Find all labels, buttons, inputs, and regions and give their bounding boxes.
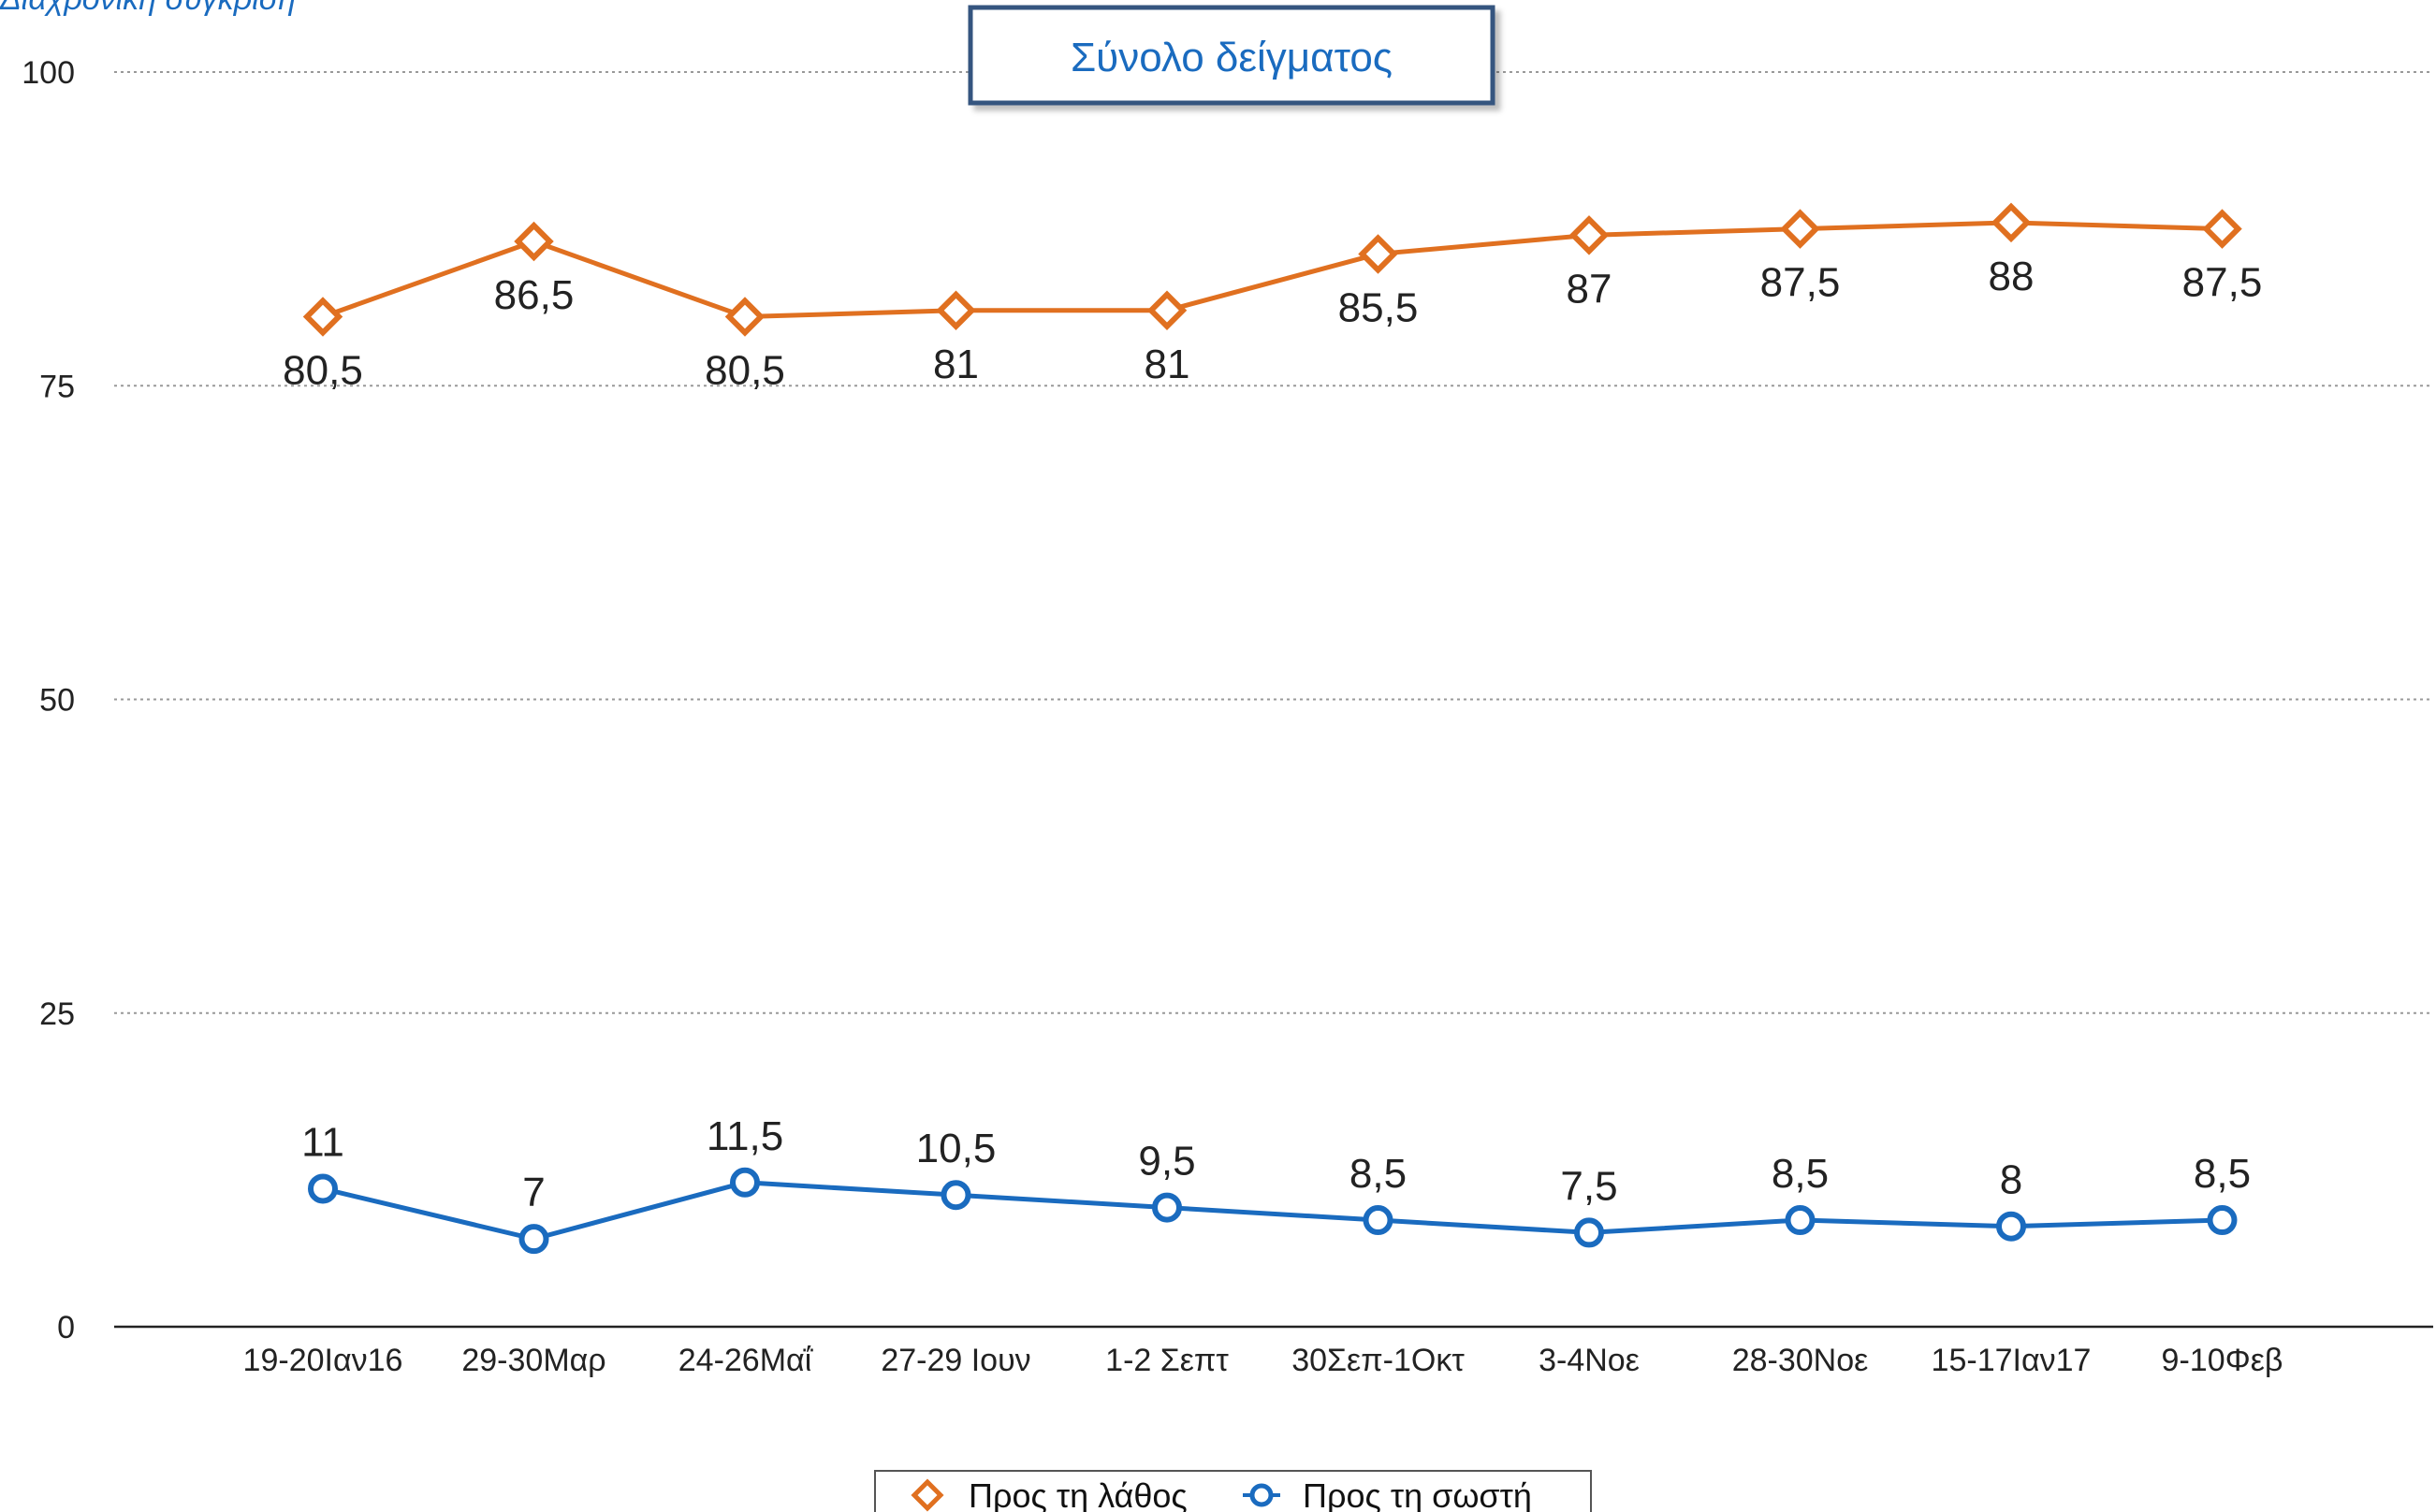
data-label: 81 xyxy=(933,342,979,387)
data-point-circle xyxy=(941,1180,971,1211)
data-point-diamond xyxy=(2202,209,2242,249)
data-label: 7,5 xyxy=(1560,1163,1617,1209)
x-tick-label: 3-4Νοε xyxy=(1539,1343,1640,1378)
legend-label-right: Προς τη σωστή xyxy=(1303,1476,1532,1512)
chart-subtitle: Διαχρονική σύγκριση xyxy=(0,0,296,17)
data-label: 11,5 xyxy=(707,1113,783,1159)
data-point-circle xyxy=(1996,1211,2026,1242)
data-label: 8,5 xyxy=(1772,1151,1829,1197)
data-point-diamond xyxy=(724,297,766,337)
x-axis-tick-labels: 19-20Ιαν16 29-30Μαρ 24-26Μαΐ 27-29 Ιουν 1-2 … xyxy=(243,1343,2283,1378)
x-tick-label: 29-30Μαρ xyxy=(461,1343,605,1378)
x-tick-label: 19-20Ιαν16 xyxy=(243,1343,403,1378)
data-label: 7 xyxy=(522,1170,545,1215)
data-label: 9,5 xyxy=(1138,1139,1195,1185)
data-label: 81 xyxy=(1145,342,1190,387)
legend-label-wrong: Προς τη λάθος xyxy=(969,1476,1188,1512)
series-1: 11 7 11,5 10,5 9,5 8,5 7,5 8,5 8 8,5 xyxy=(301,1113,2251,1255)
y-tick-label: 100 xyxy=(22,55,75,91)
data-point-circle xyxy=(1152,1192,1182,1223)
chart-title-frame xyxy=(968,5,1495,106)
series-line xyxy=(322,220,2223,319)
data-label: 85,5 xyxy=(1338,284,1419,330)
data-point-circle xyxy=(730,1167,760,1198)
data-label: 10,5 xyxy=(916,1126,997,1171)
data-label: 87,5 xyxy=(2182,260,2263,306)
y-tick-label: 50 xyxy=(39,683,75,719)
data-label: 8,5 xyxy=(2194,1151,2251,1197)
grid-lines xyxy=(114,71,2433,1014)
data-point-circle xyxy=(308,1173,338,1204)
y-tick-label: 75 xyxy=(39,369,75,404)
chart-title: Σύνολο δείγματος xyxy=(1071,35,1393,80)
series-line xyxy=(322,1180,2223,1242)
y-tick-label: 25 xyxy=(39,996,75,1032)
data-point-diamond xyxy=(1146,290,1188,331)
y-tick-label: 0 xyxy=(57,1310,75,1345)
data-point-diamond xyxy=(1568,215,1610,255)
legend: Προς τη λάθος Προς τη σωστή xyxy=(874,1470,1592,1512)
x-tick-label: 9-10Φεβ xyxy=(2162,1343,2283,1378)
data-point-circle xyxy=(518,1224,549,1255)
data-point-circle xyxy=(2207,1205,2238,1236)
x-tick-label: 1-2 Σεπτ xyxy=(1105,1343,1229,1378)
data-label: 8,5 xyxy=(1349,1151,1407,1197)
data-label: 8 xyxy=(2000,1157,2022,1203)
data-point-circle xyxy=(1574,1217,1604,1248)
x-tick-label: 28-30Νοε xyxy=(1732,1343,1869,1378)
data-label: 80,5 xyxy=(705,347,785,393)
data-point-circle xyxy=(1785,1205,1816,1236)
legend-frame xyxy=(874,1470,1592,1512)
data-point-diamond xyxy=(302,297,343,337)
series-0: 80,5 86,5 80,5 81 81 85,5 87 87,5 88 87,5 xyxy=(283,202,2263,393)
data-label: 11 xyxy=(301,1119,344,1165)
data-label: 88 xyxy=(1989,254,2035,299)
data-point-diamond xyxy=(514,221,554,262)
x-tick-label: 27-29 Ιουν xyxy=(881,1343,1030,1378)
data-label: 87 xyxy=(1567,266,1612,312)
data-point-diamond xyxy=(1991,202,2032,243)
x-tick-label: 24-26Μαΐ xyxy=(678,1343,813,1378)
data-point-circle xyxy=(1363,1205,1393,1236)
legend-diamond-marker xyxy=(911,1478,944,1512)
data-point-diamond xyxy=(1780,209,1820,249)
data-label: 87,5 xyxy=(1760,260,1841,306)
data-label: 80,5 xyxy=(283,347,363,393)
data-point-diamond xyxy=(936,290,976,331)
chart-title-box: Σύνολο δείγματος xyxy=(968,5,1495,106)
legend-circle-marker xyxy=(1249,1483,1274,1507)
data-label: 86,5 xyxy=(494,272,575,318)
y-axis-tick-labels: 0 25 50 75 100 xyxy=(22,55,75,1345)
x-tick-label: 15-17Ιαν17 xyxy=(1932,1343,2092,1378)
data-point-diamond xyxy=(1358,234,1398,274)
x-tick-label: 30Σεπ-1Οκτ xyxy=(1291,1343,1465,1378)
